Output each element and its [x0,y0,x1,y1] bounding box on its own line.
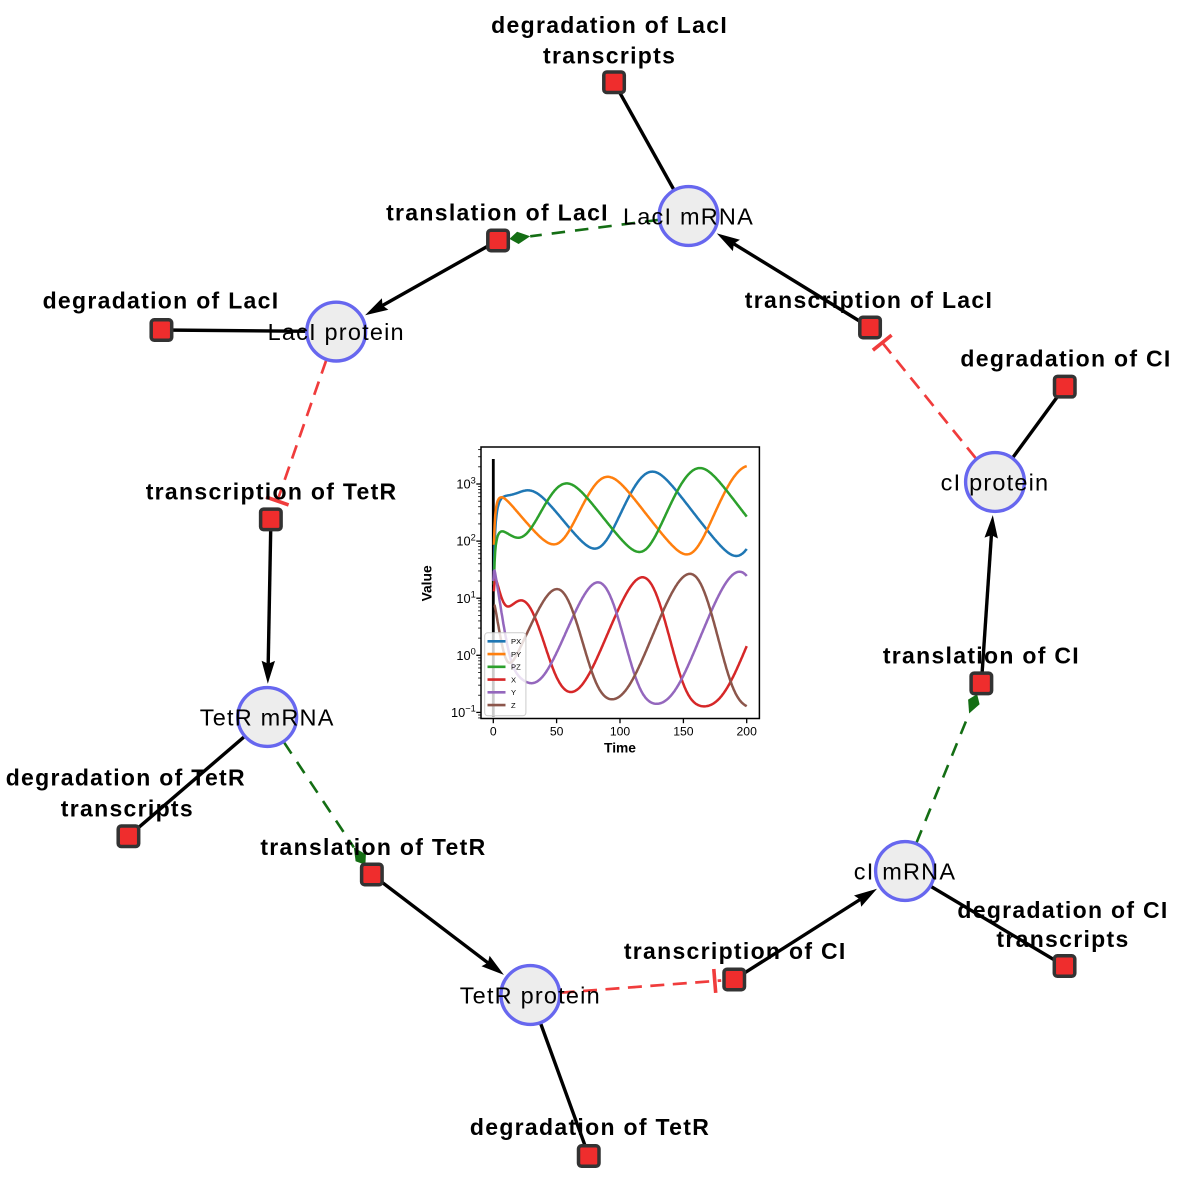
svg-text:LacI mRNA: LacI mRNA [623,203,754,229]
svg-text:transcription of TetR: transcription of TetR [146,478,398,504]
svg-text:PX: PX [511,637,521,646]
svg-text:Value: Value [420,565,435,601]
svg-text:100: 100 [610,725,631,739]
svg-text:degradation of CI: degradation of CI [960,345,1171,371]
svg-text:degradation of LacI: degradation of LacI [43,287,280,313]
svg-text:cI protein: cI protein [941,469,1050,495]
svg-text:translation of LacI: translation of LacI [386,199,609,225]
svg-text:PZ: PZ [511,663,521,672]
svg-text:transcripts: transcripts [543,42,676,68]
svg-text:PY: PY [511,650,521,659]
svg-text:transcripts: transcripts [61,796,194,822]
svg-text:cI mRNA: cI mRNA [854,858,956,884]
svg-text:X: X [511,675,516,684]
svg-text:transcription of LacI: transcription of LacI [745,287,993,313]
svg-text:translation of TetR: translation of TetR [260,834,486,860]
svg-text:0: 0 [490,725,497,739]
svg-text:degradation of LacI: degradation of LacI [491,12,728,38]
svg-text:degradation of TetR: degradation of TetR [470,1114,710,1140]
svg-text:Z: Z [511,701,516,710]
svg-text:LacI protein: LacI protein [268,319,405,345]
svg-text:transcription of CI: transcription of CI [624,938,847,964]
svg-text:Y: Y [511,688,516,697]
svg-text:degradation of TetR: degradation of TetR [6,765,246,791]
svg-text:Time: Time [604,741,636,756]
svg-text:degradation of CI: degradation of CI [957,897,1168,923]
svg-text:transcripts: transcripts [996,926,1129,952]
svg-text:TetR protein: TetR protein [460,982,601,1008]
svg-text:150: 150 [673,725,694,739]
svg-text:translation of CI: translation of CI [883,643,1080,669]
svg-text:50: 50 [550,725,564,739]
svg-text:TetR mRNA: TetR mRNA [200,704,335,730]
svg-text:200: 200 [737,725,758,739]
